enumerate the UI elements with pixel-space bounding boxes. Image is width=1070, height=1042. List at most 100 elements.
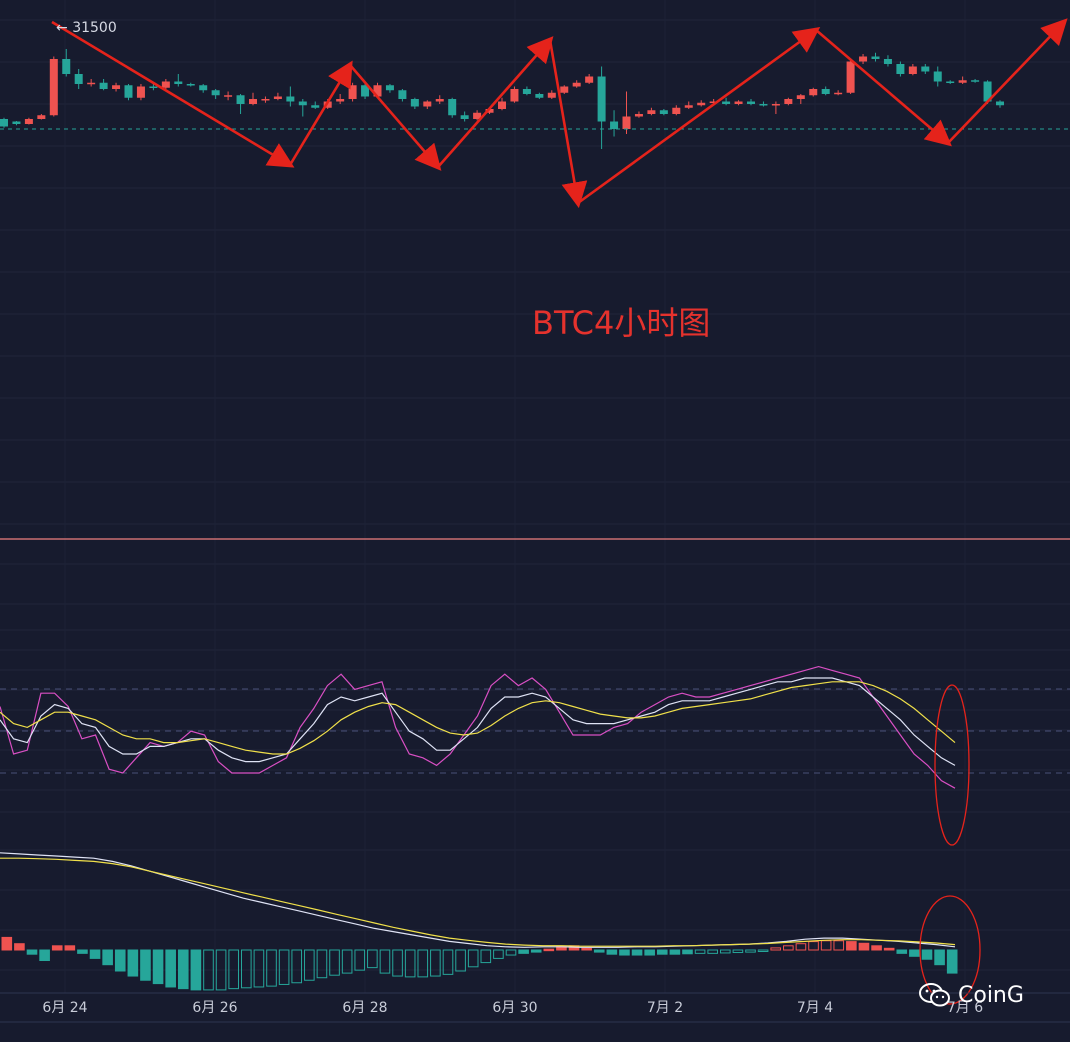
trend-arrow [947,18,1068,144]
x-axis-tick-label: 7月 4 [797,1000,833,1016]
macd-histogram-bar [619,949,630,956]
candle-body [174,81,183,84]
macd-histogram-bar [518,949,529,954]
candle-body [361,85,370,97]
macd-histogram-bar [846,941,857,951]
kdj-highlight-ellipse [934,684,970,846]
chart-title-annotation: BTC4小时图 [532,304,711,342]
macd-histogram-bar [114,949,126,972]
candle-body [448,99,457,116]
macd-histogram-bar [278,949,290,985]
macd-histogram-bar [215,949,227,991]
candle-body [846,61,855,93]
candle-body [136,86,145,98]
macd-histogram-bar [934,949,945,966]
candle-body [535,94,544,98]
macd-histogram-bar [820,940,832,951]
trend-arrow [288,60,353,166]
macd-histogram-bar [190,949,202,991]
macd-histogram-bar [682,949,693,955]
macd-histogram-bar [732,949,744,954]
macd-histogram-bar [720,949,731,954]
candle-body [634,114,643,117]
macd-histogram-bar [177,949,189,990]
macd-histogram-bar [316,949,328,979]
kdj-series-line [0,677,956,766]
watermark: CoinG [918,982,1024,1008]
macd-histogram-bar [770,947,782,951]
candle-body [186,84,195,86]
candle-body [647,110,656,114]
macd-histogram-bar [833,940,845,951]
macd-histogram-bar [430,949,441,977]
trend-arrow [548,39,588,209]
candle-body [522,89,531,94]
macd-histogram-bar [379,949,391,974]
candle-body [298,101,307,106]
candle-body [348,85,357,99]
macd-histogram-bar [89,949,101,959]
candle-body [423,101,432,107]
candle-body [473,112,482,119]
candle-body [99,82,108,89]
macd-histogram-bar [808,941,819,951]
macd-histogram-bar [543,948,555,952]
macd-histogram-bar [266,949,277,987]
trend-arrow [51,20,295,168]
macd-histogram-bar [656,949,668,955]
x-axis-tick-label: 6月 30 [492,1000,537,1016]
price-marker-label: ← 31500 [56,20,117,36]
macd-histogram-bar [745,949,756,953]
trend-arrow [349,64,442,171]
macd-histogram-bar [493,949,504,959]
candle-body [211,90,220,96]
macd-histogram-bar [757,949,769,952]
candle-body [784,99,793,104]
candle-body [336,99,345,102]
macd-histogram-bar [241,949,252,989]
candle-body [161,81,170,88]
macd-histogram-bar [203,949,214,991]
candle-body [74,74,83,84]
macd-histogram-bar [102,949,113,966]
macd-histogram-bar [77,949,88,954]
candle-body [385,85,394,91]
macd-histogram-bar [707,949,718,954]
grid-lines [0,19,1070,971]
macd-histogram-bar [253,949,265,988]
x-axis-tick-label: 7月 6 [947,1000,983,1016]
macd-highlight-ellipse [919,895,981,1005]
macd-histogram-bar [367,949,378,969]
candle-body [112,85,121,89]
trend-annotation-arrows [51,18,1068,209]
candle-body [821,89,830,94]
macd-histogram-bar [581,947,592,951]
candle-body [62,59,71,74]
macd-histogram-bar [228,949,239,990]
macd-histogram-bar [392,949,403,977]
candle-body [859,56,868,62]
candle-body [87,82,96,85]
macd-histogram-bar [644,949,655,956]
macd-histogram-bar [669,949,681,955]
candle-body [622,116,631,129]
macd-histogram-bar [871,945,882,951]
candle-body [759,104,768,106]
candle-body [722,101,731,104]
macd-histogram-bar [51,945,63,951]
macd-histogram-bar [165,949,176,988]
macd-histogram-bar [140,949,151,981]
macd-histogram-bar [858,942,870,951]
candle-body [871,56,880,59]
macd-histogram-bar [480,949,492,964]
candle-body [149,86,158,88]
macd-series-line [0,852,956,948]
macd-histogram-bar [26,949,38,955]
trend-arrow [437,36,554,168]
candle-body [896,64,905,74]
kdj-series-line [0,681,956,755]
macd-histogram-bar [593,949,605,953]
macd-histogram-bar [14,943,25,951]
candle-body [460,115,469,119]
